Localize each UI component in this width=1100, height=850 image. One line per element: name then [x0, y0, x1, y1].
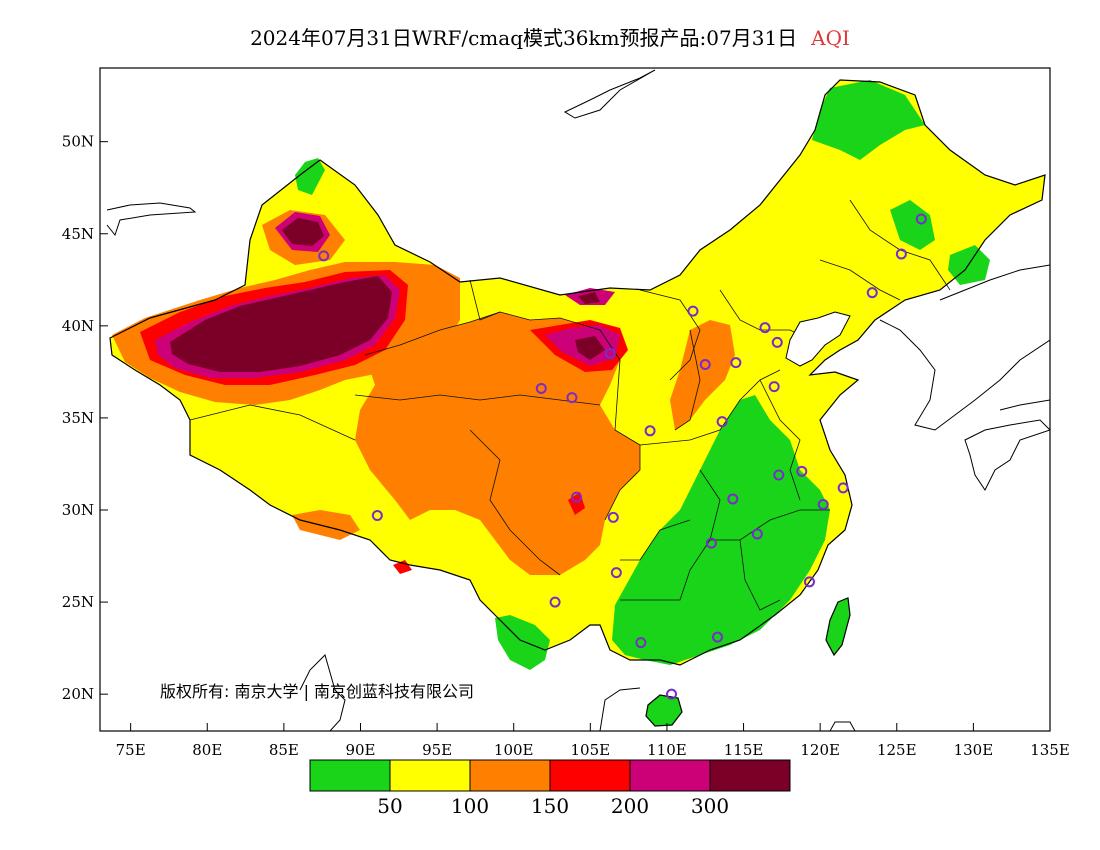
station-marker [549, 596, 561, 608]
station-marker [727, 493, 739, 505]
hainan-border [645, 694, 683, 727]
station-marker [773, 469, 785, 481]
x-tick-label: 75E [116, 741, 146, 759]
x-tick-label: 80E [192, 741, 222, 759]
y-tick-label: 25N [62, 593, 94, 611]
station-marker [837, 482, 849, 494]
coastlines [106, 69, 1050, 731]
station-marker [915, 213, 927, 225]
station-marker [768, 381, 780, 393]
x-tick-label: 120E [800, 741, 840, 759]
legend-swatch [549, 759, 631, 792]
legend-swatch [709, 759, 791, 792]
legend-swatch [629, 759, 711, 792]
station-marker [666, 688, 678, 700]
china-border [109, 79, 1046, 666]
x-tick-label: 95E [422, 741, 452, 759]
good-region-south [612, 395, 830, 665]
station-marker [566, 392, 578, 404]
station-marker [604, 347, 616, 359]
station-marker [716, 416, 728, 428]
y-tick-label: 45N [62, 225, 94, 243]
x-tick-label: 105E [571, 741, 611, 759]
good-region-heilongjiang [890, 200, 935, 250]
legend-swatch [309, 759, 391, 792]
y-tick-label: 35N [62, 409, 94, 427]
station-marker [699, 359, 711, 371]
legend-label: 300 [691, 794, 729, 818]
bohai-coast [785, 311, 851, 367]
legend-label: 50 [377, 794, 402, 818]
station-marker [730, 357, 742, 369]
usg-region-southwest-tibet [292, 510, 360, 540]
copyright-notice: 版权所有: 南京大学 | 南京创蓝科技有限公司 [160, 682, 474, 701]
station-marker [610, 567, 622, 579]
station-markers [318, 213, 927, 700]
legend-label: 200 [611, 794, 649, 818]
aqi-legend: 50 100 150 200 300 [309, 759, 791, 818]
y-tick-label: 40N [62, 317, 94, 335]
station-marker [895, 248, 907, 260]
hazardous-region-alxa [575, 336, 605, 360]
x-tick-label: 100E [494, 741, 534, 759]
station-marker [635, 637, 647, 649]
station-marker [607, 511, 619, 523]
station-marker [796, 465, 808, 477]
station-marker [803, 576, 815, 588]
y-tick-label: 20N [62, 685, 94, 703]
station-marker [817, 498, 829, 510]
legend-label: 150 [531, 794, 569, 818]
x-tick-label: 125E [877, 741, 917, 759]
good-region-xinjiang-north [295, 158, 325, 195]
y-tick-label: 30N [62, 501, 94, 519]
title-text: 2024年07月31日WRF/cmaq模式36km预报产品:07月31日 [250, 26, 798, 50]
station-marker [705, 537, 717, 549]
station-marker [571, 491, 583, 503]
legend-label: 100 [451, 794, 489, 818]
province-boundaries [189, 199, 951, 611]
x-axis: 75E 80E 85E 90E 95E 100E 105E 110E 115E 120E 125E 1… [116, 723, 1070, 759]
y-tick-label: 50N [62, 133, 94, 151]
map-title: 2024年07月31日WRF/cmaq模式36km预报产品:07月31日 AQI [0, 22, 1100, 51]
usg-region-tibet-qinghai [355, 312, 640, 575]
hazardous-region-ordos [578, 292, 600, 304]
good-region-northeast [812, 80, 925, 160]
station-marker [751, 528, 763, 540]
station-marker [535, 382, 547, 394]
station-marker [712, 631, 723, 643]
hazardous-region-junggar [282, 218, 324, 246]
station-marker [644, 425, 656, 437]
unhealthy-region-tibet [393, 560, 412, 574]
station-marker [687, 305, 699, 317]
y-axis: 20N 25N 30N 35N 40N 45N 50N [62, 133, 108, 703]
station-marker [771, 336, 783, 348]
legend-swatch [469, 759, 551, 792]
x-tick-label: 90E [345, 741, 375, 759]
x-tick-label: 110E [647, 741, 687, 759]
station-marker [866, 287, 878, 299]
x-tick-label: 85E [269, 741, 299, 759]
hazardous-region-taklimakan [170, 276, 392, 372]
station-marker [759, 322, 771, 334]
map-frame [99, 67, 1051, 732]
x-tick-label: 115E [724, 741, 764, 759]
legend-swatch [389, 759, 471, 792]
variable-label: AQI [811, 26, 850, 50]
x-tick-label: 130E [954, 741, 994, 759]
station-marker [371, 510, 383, 522]
good-region-hainan [646, 695, 682, 726]
usg-region-loess [670, 320, 735, 430]
good-region-taiwan [826, 598, 850, 655]
x-tick-label: 135E [1030, 741, 1070, 759]
taiwan-border [825, 597, 851, 657]
map-area: 版权所有: 南京大学 | 南京创蓝科技有限公司 [106, 69, 1050, 731]
station-marker [318, 250, 330, 262]
